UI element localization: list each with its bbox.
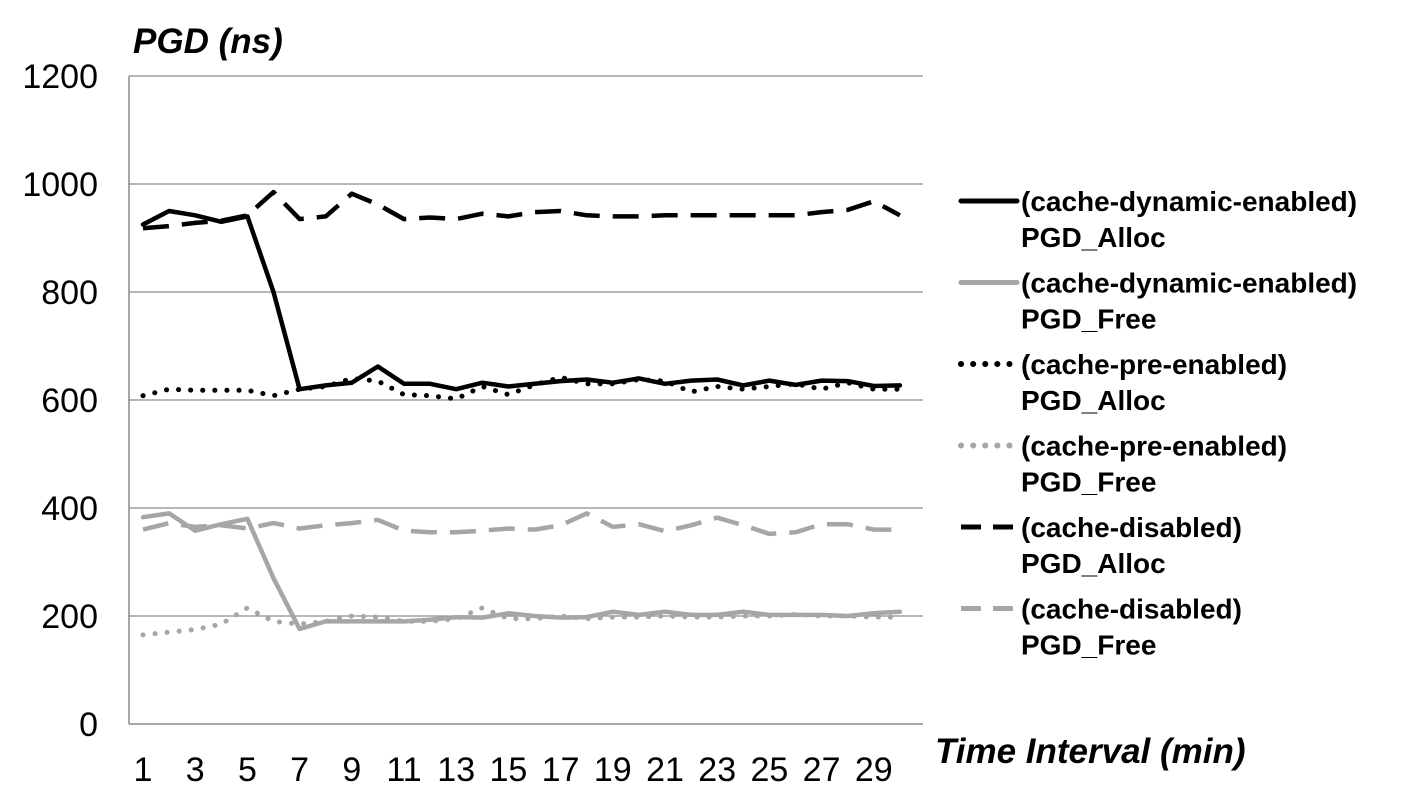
x-tick-label: 17 (542, 751, 580, 789)
series-line-1 (140, 208, 903, 392)
y-axis-title: PGD (ns) (133, 22, 283, 61)
legend-label: PGD_Alloc (1021, 548, 1166, 579)
series-line-3 (140, 374, 903, 402)
x-tick-label: 5 (238, 751, 257, 789)
x-tick-label: 15 (489, 751, 527, 789)
x-tick-label: 11 (386, 751, 421, 789)
series-line-2 (140, 511, 903, 632)
y-tick-labels: 0 200 400 600 800 1000 1200 (22, 58, 98, 744)
legend-label: PGD_Free (1021, 467, 1156, 498)
legend-label: (cache-pre-enabled) (1021, 431, 1287, 462)
x-tick-label: 27 (803, 751, 841, 789)
y-tick-label: 1000 (22, 166, 98, 204)
legend-label: (cache-disabled) (1021, 594, 1242, 625)
legend-label: PGD_Free (1021, 304, 1156, 335)
legend-label: PGD_Alloc (1021, 222, 1166, 253)
y-tick-label: 1200 (22, 58, 98, 96)
x-axis-title: Time Interval (min) (935, 732, 1246, 771)
x-tick-label: 1 (134, 751, 153, 789)
x-tick-label: 7 (290, 751, 309, 789)
y-tick-label: 0 (79, 706, 98, 744)
legend-label: PGD_Free (1021, 630, 1156, 661)
series-line-5 (142, 189, 901, 231)
y-tick-label: 200 (41, 598, 98, 636)
legend-label: (cache-dynamic-enabled) (1021, 186, 1357, 217)
legend-label: (cache-pre-enabled) (1021, 349, 1287, 380)
gridlines (129, 75, 923, 617)
x-tick-label: 23 (698, 751, 736, 789)
x-tick-label: 19 (594, 751, 632, 789)
y-tick-label: 800 (41, 274, 98, 312)
x-tick-label: 21 (646, 751, 684, 789)
legend-label: PGD_Alloc (1021, 385, 1166, 416)
x-tick-label: 9 (342, 751, 361, 789)
legend: (cache-dynamic-enabled) PGD_Alloc (cache-d… (958, 186, 1357, 661)
series-line-6 (142, 511, 900, 537)
x-tick-label: 13 (437, 751, 475, 789)
x-tick-label: 25 (750, 751, 788, 789)
legend-label: (cache-disabled) (1021, 512, 1242, 543)
x-tick-label: 3 (186, 751, 205, 789)
y-tick-label: 600 (41, 382, 98, 420)
y-tick-label: 400 (41, 490, 98, 528)
x-tick-label: 29 (855, 751, 893, 789)
series-lines (140, 189, 903, 638)
legend-label: (cache-dynamic-enabled) (1021, 268, 1357, 299)
series-line-4 (140, 605, 903, 638)
x-tick-labels: 1 3 5 7 9 11 13 15 17 19 21 23 25 27 29 (134, 751, 893, 789)
axes (128, 76, 923, 725)
